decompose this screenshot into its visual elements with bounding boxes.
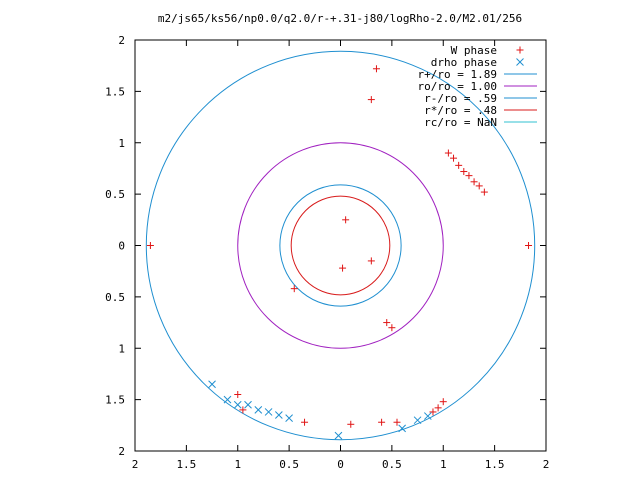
y-tick-label: 2	[118, 445, 125, 458]
data-point	[301, 418, 309, 426]
tick-group: 2 1.5 1 0.5 0 0.5 1 1.5 221.510.500.511.52	[105, 34, 549, 471]
data-point	[239, 406, 247, 414]
data-point	[264, 408, 273, 416]
data-point	[208, 380, 216, 389]
y-tick-label: 0.5	[105, 291, 125, 304]
series-1	[208, 380, 432, 440]
data-point	[342, 216, 350, 224]
y-tick-label: 0	[118, 240, 125, 253]
data-point	[460, 168, 468, 176]
x-tick-label: 1.5	[485, 458, 505, 471]
legend-label: r*/ro = .48	[424, 104, 497, 117]
marker-stroke	[423, 412, 432, 420]
data-point	[223, 395, 232, 404]
data-point	[465, 172, 473, 180]
marker-stroke	[398, 424, 407, 433]
data-point	[450, 154, 458, 162]
legend-marker	[516, 58, 524, 66]
data-point	[146, 242, 154, 249]
radius-circle-3	[290, 195, 391, 296]
legend-marker	[516, 46, 524, 54]
data-point	[455, 161, 463, 169]
data-point	[525, 242, 533, 249]
x-tick-label: 1	[234, 458, 241, 471]
y-tick-label: 1	[118, 137, 125, 150]
x-tick-label: 2	[543, 458, 550, 471]
legend-label: r+/ro = 1.89	[418, 68, 497, 81]
data-point	[290, 285, 298, 293]
data-point	[475, 182, 483, 190]
data-point	[393, 418, 401, 426]
y-tick-label: 1.5	[105, 394, 125, 407]
radius-circle-0	[145, 50, 536, 441]
data-point	[480, 188, 488, 196]
data-point	[383, 319, 391, 327]
data-point	[285, 414, 293, 422]
x-tick-label: 0	[337, 458, 344, 471]
x-tick-label: 2	[132, 458, 139, 471]
data-point	[434, 404, 442, 412]
y-tick-label: 1	[118, 342, 125, 355]
marker-stroke	[334, 431, 343, 440]
data-point	[367, 257, 375, 265]
y-tick-label: 0.5	[105, 188, 125, 201]
data-point	[429, 408, 437, 416]
data-point	[244, 400, 252, 409]
data-point	[388, 324, 396, 332]
radius-circle-1	[237, 142, 444, 349]
marker-stroke	[233, 400, 242, 409]
chart-title: m2/js65/ks56/np0.0/q2.0/r-+.31-j80/logRh…	[158, 12, 522, 25]
marker-stroke	[223, 395, 232, 404]
circle-group	[145, 50, 536, 441]
x-tick-label: 1	[440, 458, 447, 471]
x-tick-label: 0.5	[279, 458, 299, 471]
data-point	[439, 398, 447, 406]
marker-stroke	[208, 380, 216, 389]
data-point	[367, 96, 375, 104]
y-tick-label: 2	[118, 34, 125, 47]
data-point	[274, 411, 283, 419]
legend-label: ro/ro = 1.00	[418, 80, 497, 93]
x-tick-label: 0.5	[382, 458, 402, 471]
marker-stroke	[254, 406, 263, 414]
data-point	[347, 420, 355, 428]
data-point	[254, 406, 263, 414]
y-tick-label: 1.5	[105, 85, 125, 98]
series-0	[146, 65, 533, 428]
data-point	[233, 400, 242, 409]
marker-stroke	[274, 411, 283, 419]
legend-label: W phase	[451, 44, 497, 57]
legend-label: drho phase	[431, 56, 497, 69]
marker-stroke	[264, 408, 273, 416]
data-point	[423, 412, 432, 420]
data-point	[470, 178, 478, 186]
data-point	[339, 264, 347, 272]
marker-stroke	[413, 416, 422, 425]
legend-label: rc/ro = NaN	[424, 116, 497, 129]
marker-stroke	[285, 414, 293, 422]
data-point	[398, 424, 407, 433]
marker-stroke	[244, 400, 252, 409]
marker-stroke	[516, 58, 524, 66]
series-group	[146, 65, 533, 440]
data-point	[378, 418, 386, 426]
data-point	[372, 65, 380, 73]
data-point	[334, 431, 343, 440]
data-point	[234, 390, 242, 398]
data-point	[413, 416, 422, 425]
radius-circle-2	[279, 184, 402, 307]
x-tick-label: 1.5	[176, 458, 196, 471]
legend-label: r-/ro = .59	[424, 92, 497, 105]
data-point	[444, 149, 452, 157]
